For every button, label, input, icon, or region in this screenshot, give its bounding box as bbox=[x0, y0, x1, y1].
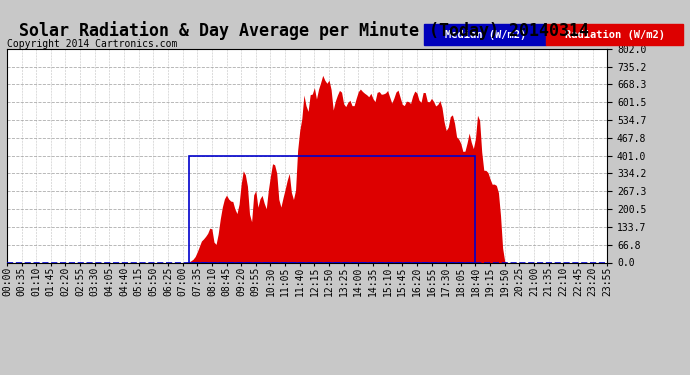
Text: Radiation (W/m2): Radiation (W/m2) bbox=[564, 30, 664, 40]
Text: Median (W/m2): Median (W/m2) bbox=[444, 30, 526, 40]
Bar bbox=[189, 156, 475, 262]
Text: Solar Radiation & Day Average per Minute (Today) 20140314: Solar Radiation & Day Average per Minute… bbox=[19, 21, 589, 40]
Bar bbox=[546, 24, 683, 45]
Bar bbox=[424, 24, 546, 45]
Text: Copyright 2014 Cartronics.com: Copyright 2014 Cartronics.com bbox=[7, 39, 177, 50]
